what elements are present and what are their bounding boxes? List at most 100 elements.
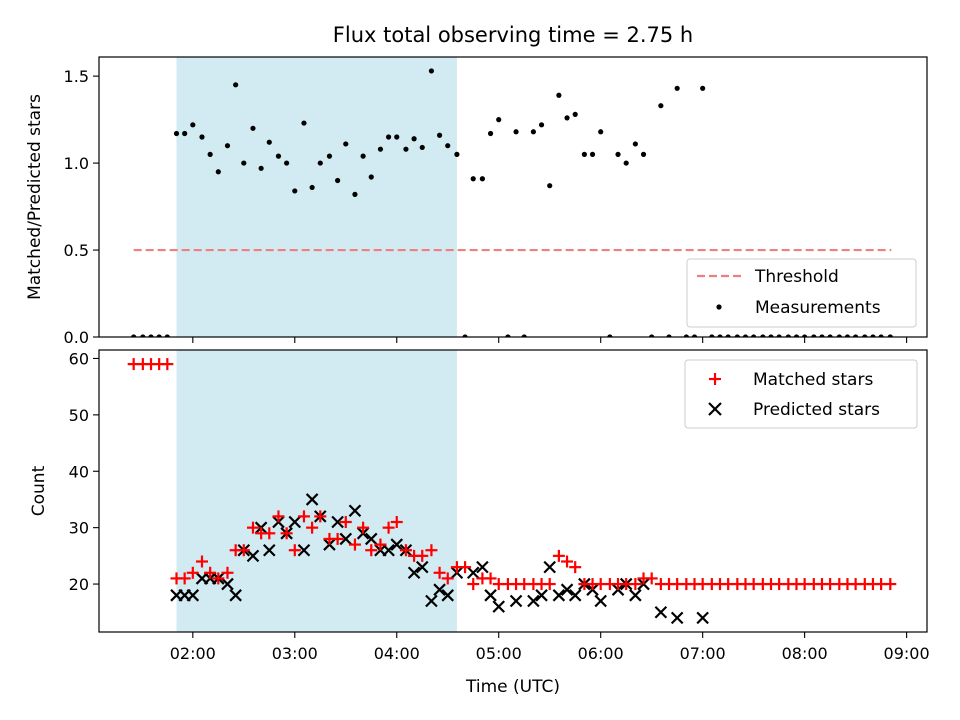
time-x-tick-label: 04:00 [374, 644, 420, 663]
matched-point [161, 358, 174, 371]
predicted-point [484, 589, 497, 602]
matched-point [221, 566, 234, 579]
measurement-point [275, 153, 282, 159]
measurement-point [607, 334, 613, 337]
measurement-point [377, 146, 384, 152]
measurement-point [385, 134, 392, 140]
predicted-point [543, 560, 556, 574]
matched-point [645, 572, 658, 585]
time-x-tick-label: 08:00 [782, 644, 828, 663]
measurement-point [479, 176, 486, 182]
measurement-point [666, 334, 672, 337]
measurement-point [615, 151, 621, 157]
count-panel-frame [98, 349, 928, 633]
predicted-point [492, 600, 506, 613]
ratio-legend-box [686, 258, 917, 328]
measurement-point [572, 111, 578, 117]
measurement-point [844, 334, 851, 337]
time-x-tick-label: 07:00 [680, 644, 726, 663]
predicted-point [229, 589, 242, 602]
predicted-point [466, 566, 480, 580]
measurement-point [182, 130, 188, 137]
predicted-point [552, 589, 566, 602]
measurement-point [836, 334, 842, 337]
time-x-tick-label: 03:00 [272, 644, 318, 663]
matched-point [365, 544, 378, 557]
matched-point [425, 544, 438, 557]
ratio-y-tick-label: 0.5 [64, 241, 89, 260]
measurement-point [513, 129, 519, 135]
predicted-point [297, 543, 311, 557]
measurement-points [131, 68, 893, 337]
predicted-point [670, 611, 684, 625]
matched-point [195, 555, 208, 568]
measurement-point [190, 122, 196, 128]
ratio-x-ticks [192, 337, 908, 343]
legend-predicted-label: Predicted stars [753, 400, 880, 420]
legend-matched-label: Matched stars [753, 370, 873, 390]
measurement-point [742, 334, 749, 337]
measurement-point [173, 130, 180, 137]
measurement-point [207, 151, 213, 157]
matched-point [212, 572, 225, 585]
measurement-point [683, 334, 689, 337]
measurement-point [284, 160, 290, 166]
predicted-point [339, 532, 353, 546]
matched-point [348, 538, 361, 551]
measurement-point [301, 120, 307, 126]
measurement-point [215, 169, 221, 175]
predicted-point [560, 583, 574, 596]
measurement-point [581, 151, 587, 157]
matched-point [357, 521, 370, 534]
ratio-y-tick-label: 1.5 [64, 67, 89, 86]
matched-point [390, 516, 403, 529]
matched-point [459, 561, 472, 574]
measurement-point [819, 334, 825, 337]
measurement-point [530, 129, 536, 135]
measurement-point [556, 92, 562, 98]
ratio-panel: 0.0 0.5 1.0 1.5 Matched/Predicted stars Thr… [25, 56, 928, 347]
measurement-point [878, 334, 884, 337]
matched-point [204, 566, 217, 579]
count-y-tick-label: 20 [69, 575, 89, 594]
measurement-point [589, 151, 596, 157]
observing-window-shade [176, 350, 457, 632]
measurement-point [470, 176, 476, 182]
measurement-point [411, 136, 417, 142]
measurement-point [224, 143, 231, 149]
count-points [127, 358, 897, 625]
ratio-panel-frame [98, 56, 928, 338]
measurement-point [887, 334, 893, 337]
predicted-point [407, 566, 421, 580]
measurement-point [436, 132, 443, 138]
measurement-point [793, 334, 800, 337]
count-y-tick-label: 60 [69, 349, 89, 368]
matched-point [186, 566, 199, 579]
measurement-point [785, 334, 791, 337]
predicted-point [331, 515, 344, 529]
matched-point [374, 538, 387, 551]
matched-point [441, 572, 454, 585]
time-x-tick-label: 09:00 [884, 644, 930, 663]
measurement-point [751, 334, 757, 337]
matched-point [339, 516, 352, 529]
measurement-point [862, 334, 868, 337]
predicted-point [594, 594, 607, 608]
predicted-point [246, 549, 260, 563]
matched-point [297, 510, 310, 523]
count-legend: Matched stars Predicted stars [684, 359, 918, 429]
predicted-point [390, 538, 404, 551]
matched-point [272, 510, 285, 523]
predicted-point [509, 594, 523, 608]
matched-point [399, 544, 412, 557]
measurement-point [241, 160, 247, 166]
measurement-point [547, 183, 553, 189]
legend-measurements-label: Measurements [755, 298, 881, 318]
measurement-point [403, 146, 409, 152]
measurement-point [292, 188, 298, 194]
measurement-point [233, 82, 239, 88]
measurement-point [335, 177, 341, 184]
measurement-point [140, 334, 146, 337]
matched-point [543, 578, 556, 591]
predicted-point [186, 589, 200, 602]
